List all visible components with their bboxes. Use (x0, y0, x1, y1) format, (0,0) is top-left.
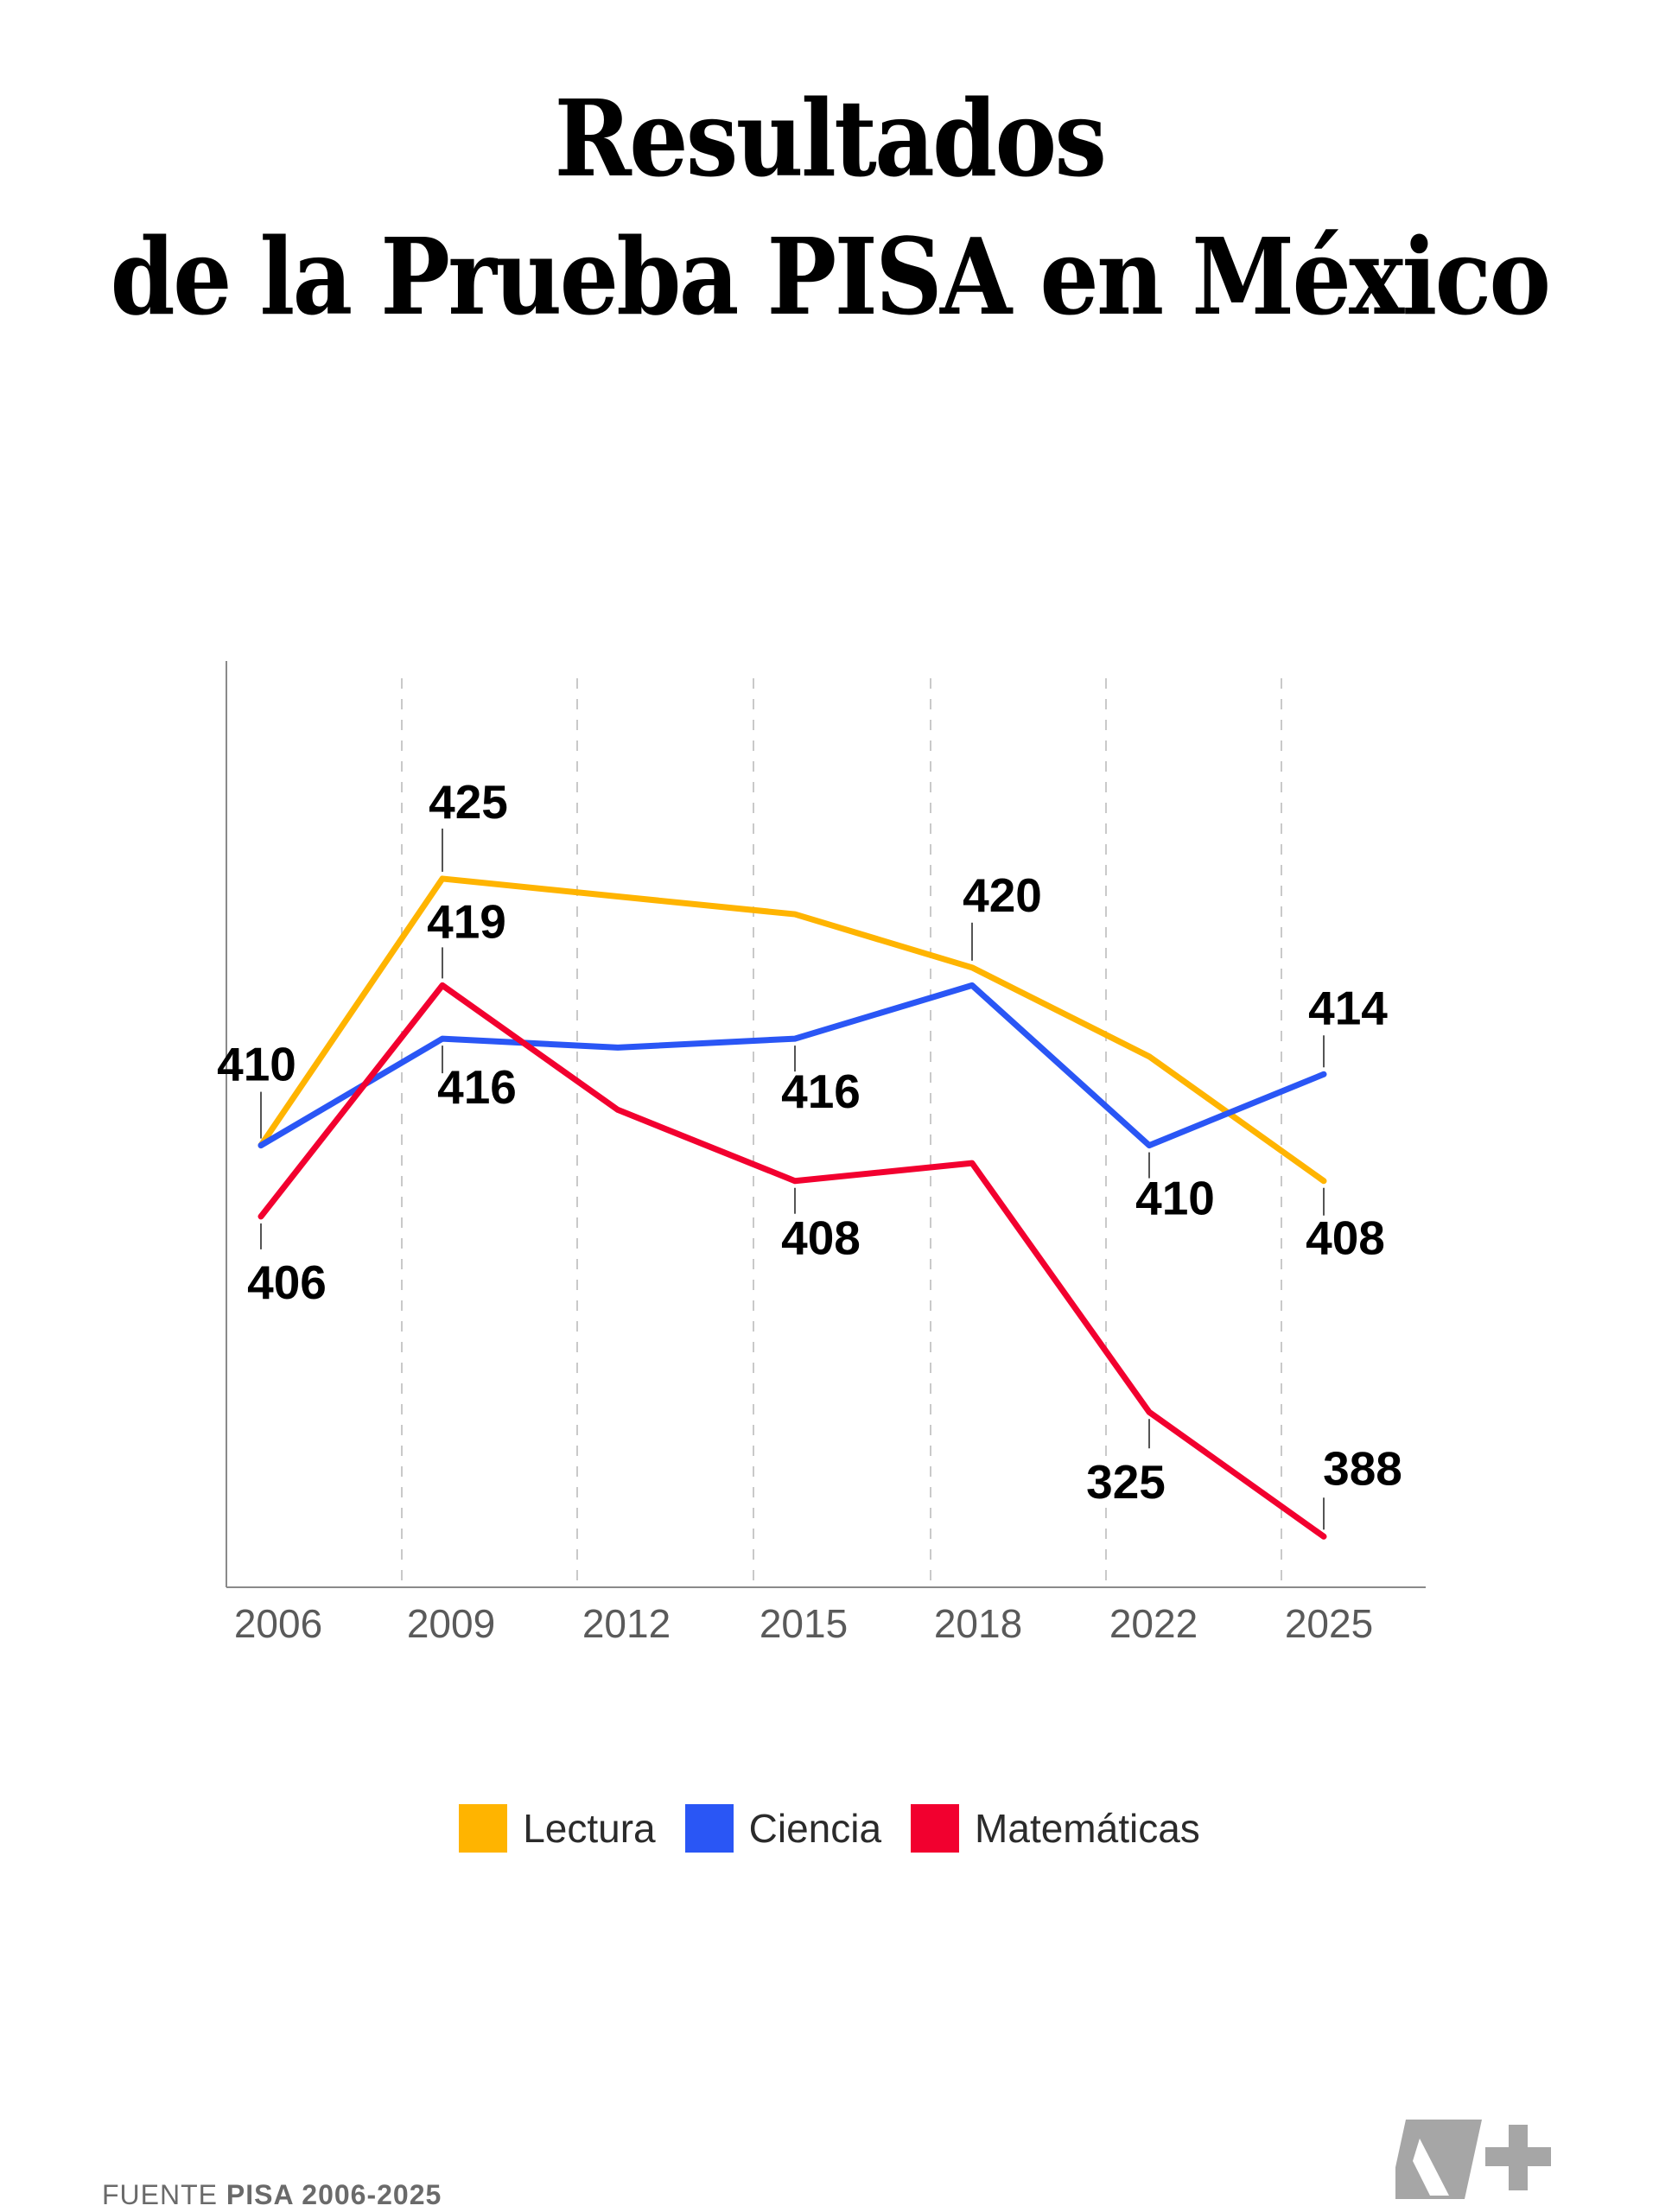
series-line-lectura (257, 875, 1327, 1185)
data-label-ciencia: 416 (781, 1065, 861, 1118)
source-name: PISA 2006-2025 (226, 2179, 442, 2210)
series-layer (257, 875, 1327, 1540)
x-tick-label: 2018 (934, 1601, 1022, 1646)
data-label-ciencia: 416 (437, 1060, 517, 1114)
series-line-matematicas (257, 982, 1327, 1540)
data-label-lectura: 408 (1306, 1211, 1385, 1265)
legend-label-ciencia: Ciencia (748, 1806, 882, 1851)
data-label-lectura: 425 (429, 775, 508, 829)
logo-n-cut (1413, 2139, 1449, 2196)
data-label-matematicas: 388 (1323, 1441, 1402, 1495)
x-tick-label: 2015 (760, 1601, 848, 1646)
legend-item-lectura: Lectura (459, 1804, 656, 1853)
line-chart: 2006 2009 2012 2015 2018 2022 2025 410 425 420 40… (217, 661, 1426, 1646)
data-label-ciencia: 410 (1135, 1172, 1215, 1225)
legend-item-ciencia: Ciencia (684, 1804, 882, 1853)
source-note: FUENTE PISA 2006-2025 (102, 2179, 442, 2211)
data-label-matematicas: 419 (427, 894, 506, 948)
legend-label-matematicas: Matemáticas (975, 1806, 1200, 1851)
x-tick-label: 2012 (582, 1601, 671, 1646)
chart-title-line-2: de la Prueba PISA en México (110, 214, 1551, 339)
leader-layer (260, 828, 1325, 1530)
x-tick-label: 2025 (1285, 1601, 1373, 1646)
logo-plus-vertical (1509, 2125, 1528, 2190)
series-line-ciencia (257, 982, 1327, 1149)
x-tick-label: 2006 (234, 1601, 322, 1646)
data-labels: 410 425 420 408 416 416 410 414 406 419 408 325 388 (217, 775, 1402, 1509)
legend-item-matematicas: Matemáticas (911, 1804, 1200, 1853)
data-label-lectura: 410 (217, 1038, 296, 1091)
data-label-lectura: 420 (963, 868, 1042, 922)
legend-swatch-lectura (459, 1804, 508, 1853)
data-label-matematicas: 406 (247, 1255, 327, 1309)
x-tick-labels: 2006 2009 2012 2015 2018 2022 2025 (234, 1601, 1373, 1646)
grid-layer (401, 678, 1282, 1586)
data-label-ciencia: 414 (1308, 981, 1388, 1034)
x-tick-label: 2022 (1109, 1601, 1198, 1646)
data-label-matematicas: 408 (781, 1211, 861, 1265)
logo-n-shape (1395, 2120, 1482, 2199)
x-tick-label: 2009 (407, 1601, 495, 1646)
n-plus-logo (1395, 2120, 1551, 2199)
legend-label-lectura: Lectura (523, 1806, 656, 1851)
legend-swatch-matematicas (911, 1804, 960, 1853)
legend-swatch-ciencia (684, 1804, 734, 1853)
data-label-matematicas: 325 (1086, 1455, 1166, 1509)
chart-title: Resultados de la Prueba PISA en México (99, 69, 1560, 346)
source-prefix: FUENTE (102, 2179, 218, 2210)
legend: Lectura Ciencia Matemáticas (0, 1804, 1659, 1853)
chart-title-line-1: Resultados (554, 76, 1107, 200)
